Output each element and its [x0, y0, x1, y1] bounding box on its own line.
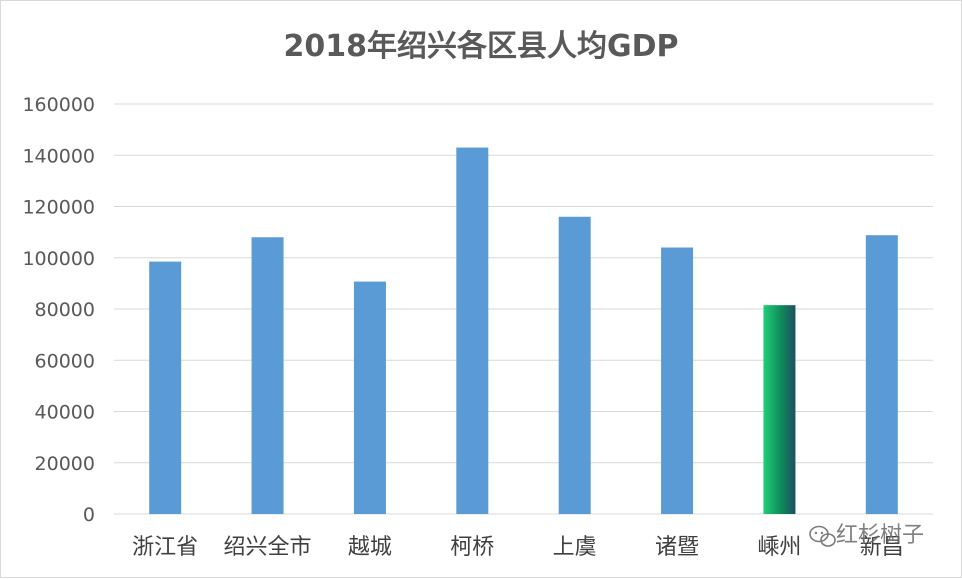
bar-嵊州 [763, 305, 796, 514]
wechat-icon [809, 525, 836, 547]
x-tick-label: 绍兴全市 [224, 535, 312, 560]
x-axis-ticks: 浙江省 绍兴全市 越城 柯桥 上虞 诸暨 嵊州 新昌 [132, 535, 904, 560]
bar-越城 [353, 281, 386, 514]
x-tick-label: 上虞 [553, 535, 597, 560]
x-tick-label: 柯桥 [450, 535, 494, 560]
gridlines [114, 103, 933, 515]
chart-title: 2018年绍兴各区县人均GDP [283, 29, 678, 64]
x-tick-label: 新昌 [860, 535, 904, 560]
x-tick-label: 嵊州 [757, 535, 801, 560]
y-tick-label: 0 [83, 504, 95, 526]
bar-浙江省 [149, 261, 182, 514]
bar-柯桥 [456, 147, 489, 514]
x-tick-label: 越城 [348, 535, 392, 560]
y-tick-label: 100000 [22, 248, 95, 270]
bar-诸暨 [661, 247, 694, 514]
watermark: 红杉树子 [809, 523, 924, 548]
y-tick-label: 80000 [35, 299, 95, 321]
x-tick-label: 浙江省 [132, 535, 198, 560]
x-tick-label: 诸暨 [655, 535, 699, 560]
bars [149, 147, 898, 514]
y-tick-label: 160000 [22, 94, 95, 116]
bar-绍兴全市 [251, 237, 284, 514]
bar-上虞 [558, 216, 591, 514]
y-tick-label: 140000 [22, 145, 95, 167]
bar-新昌 [865, 235, 898, 514]
y-tick-label: 120000 [22, 197, 95, 219]
y-tick-label: 20000 [35, 453, 95, 475]
y-tick-label: 40000 [35, 402, 95, 424]
y-tick-label: 60000 [35, 350, 95, 372]
y-axis-ticks: 0 20000 40000 60000 80000 100000 120000 140000 1… [22, 94, 95, 526]
watermark-text: 红杉树子 [836, 523, 924, 548]
